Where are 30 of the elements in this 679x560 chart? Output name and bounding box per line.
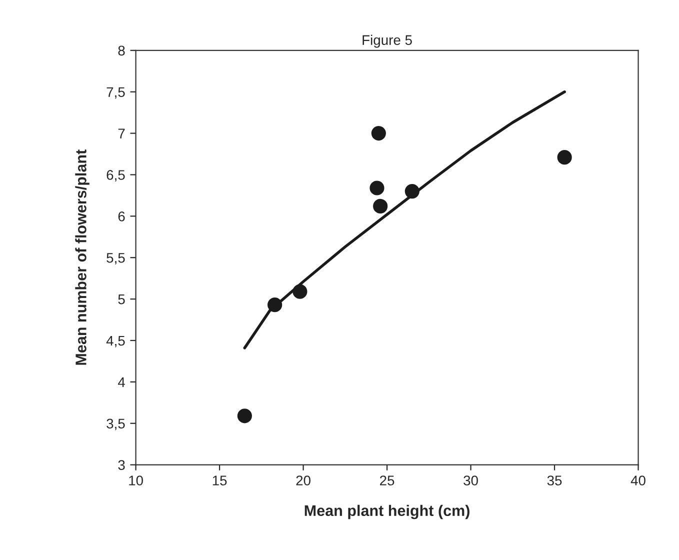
point	[404, 184, 420, 199]
x-tick-label: 25	[380, 476, 394, 486]
x-tick-label: 15	[212, 476, 227, 486]
y-tick-label: 7	[118, 128, 125, 138]
point	[237, 408, 252, 424]
point	[371, 126, 386, 141]
y-tick-label: 4	[118, 377, 125, 387]
y-tick-label: 6	[118, 211, 125, 222]
y-tick-label: 6,5	[106, 170, 125, 182]
point	[268, 298, 282, 312]
point	[370, 180, 384, 196]
x-tick-label: 40	[630, 476, 646, 486]
x-tick-label: 30	[464, 476, 478, 486]
x-axis-title: Mean plant height (cm)	[304, 504, 470, 520]
y-tick-label: 7,5	[106, 87, 125, 99]
y-tick-label: 5,5	[106, 253, 125, 264]
point	[292, 284, 308, 299]
y-tick-label: 5	[118, 294, 125, 304]
y-tick-label: 4,5	[106, 336, 125, 348]
point	[373, 198, 388, 214]
chart-title: Figure 5	[362, 34, 412, 48]
y-axis-title: Mean number of flowers/plant	[75, 150, 90, 365]
y-tick-label: 8	[118, 46, 125, 56]
line-series	[243, 90, 566, 350]
y-tick-label: 3	[118, 460, 125, 470]
x-tick-label: 35	[547, 476, 562, 486]
point	[557, 150, 572, 165]
x-tick-label: 20	[296, 476, 310, 486]
x-tick-label: 10	[129, 476, 143, 486]
y-tick-label: 3,5	[106, 418, 125, 430]
